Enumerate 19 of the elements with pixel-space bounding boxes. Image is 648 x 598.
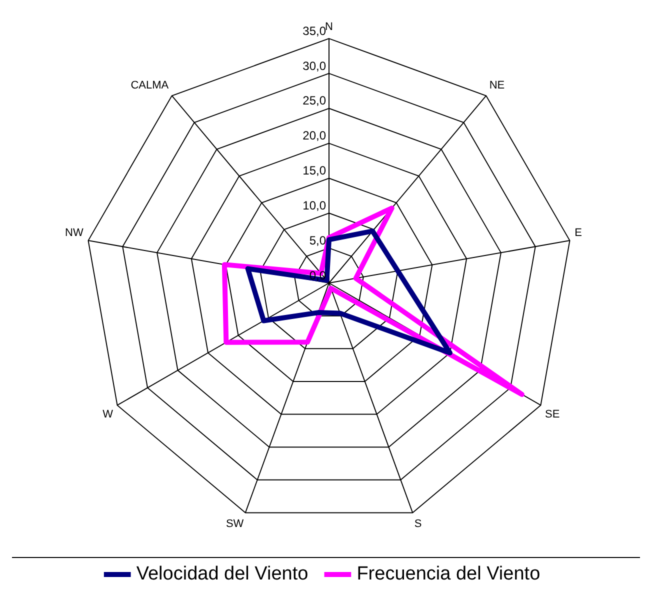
spoke-label: SE <box>545 408 560 420</box>
y-tick-label: 25,0 <box>302 94 326 108</box>
y-tick-label: 35,0 <box>302 24 326 38</box>
spoke-label: E <box>574 227 582 240</box>
y-tick-label: 15,0 <box>302 164 326 178</box>
y-tick-label: 30,0 <box>302 58 326 73</box>
y-tick-label: 0,0 <box>309 268 326 282</box>
legend-label: Frecuencia del Viento <box>356 564 540 585</box>
y-tick-label: 5,0 <box>309 233 326 248</box>
spoke-label: NW <box>65 227 84 240</box>
spoke-label: NE <box>489 79 505 92</box>
spoke-label: N <box>325 20 334 33</box>
y-tick-label: 10,0 <box>302 198 326 212</box>
spoke-label: S <box>414 518 422 530</box>
spoke-label: W <box>102 408 114 420</box>
spoke-label: SW <box>226 518 244 530</box>
y-tick-label: 20,0 <box>302 128 326 143</box>
spoke-label: CALMA <box>130 79 170 92</box>
legend-label: Velocidad del Viento <box>136 564 308 585</box>
